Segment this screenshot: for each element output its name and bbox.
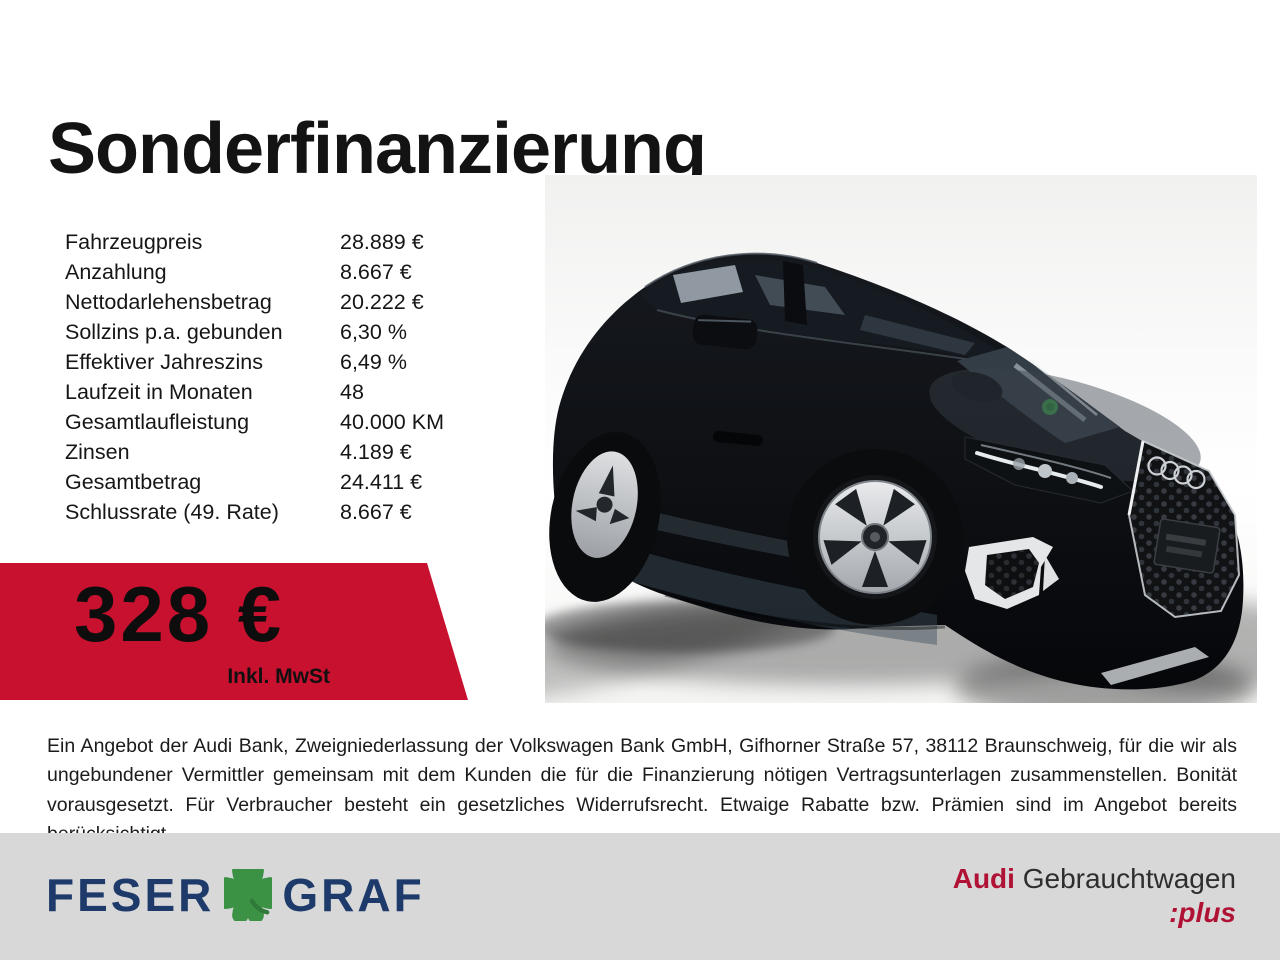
audi-rings-icon	[1147, 456, 1206, 490]
footer-bar: FESER GRAF Audi Gebrauchtwagen :plus	[0, 833, 1280, 960]
dealer-word-right: GRAF	[282, 869, 425, 921]
row-value: 8.667 €	[340, 259, 412, 284]
table-row: Laufzeit in Monaten 48	[65, 377, 515, 407]
row-label: Nettodarlehensbetrag	[65, 289, 272, 314]
dealer-logo: FESER GRAF	[46, 869, 425, 921]
brand-block: Audi Gebrauchtwagen :plus	[953, 863, 1236, 929]
hood-highlight	[929, 368, 1201, 482]
table-row: Nettodarlehensbetrag 20.222 €	[65, 287, 515, 317]
side-windows	[640, 259, 1013, 367]
headlight	[964, 436, 1134, 504]
row-value: 8.667 €	[340, 499, 412, 524]
vat-note: Inkl. MwSt	[227, 665, 330, 688]
row-value: 20.222 €	[340, 289, 424, 314]
table-row: Zinsen 4.189 €	[65, 437, 515, 467]
table-row: Gesamtbetrag 24.411 €	[65, 467, 515, 497]
legal-disclaimer: Ein Angebot der Audi Bank, Zweigniederla…	[47, 734, 1237, 846]
windshield	[957, 347, 1120, 443]
row-value: 4.189 €	[340, 439, 412, 464]
monthly-rate: 328 €	[74, 570, 285, 658]
table-row: Fahrzeugpreis 28.889 €	[65, 227, 515, 257]
clover-icon	[224, 869, 273, 921]
front-wheel	[787, 449, 963, 625]
table-row: Effektiver Jahreszins 6,49 %	[65, 347, 515, 377]
row-value: 40.000 KM	[340, 409, 444, 434]
row-label: Zinsen	[65, 439, 130, 464]
row-label: Anzahlung	[65, 259, 167, 284]
row-label: Gesamtlaufleistung	[65, 409, 250, 434]
row-label: Gesamtbetrag	[65, 469, 202, 494]
brand-audi: Audi	[952, 863, 1015, 894]
vehicle-photo	[545, 175, 1257, 703]
table-row: Anzahlung 8.667 €	[65, 257, 515, 287]
license-plate-holder	[1153, 518, 1221, 574]
bumper-intake	[965, 537, 1059, 609]
row-value: 28.889 €	[340, 229, 424, 254]
dealer-word-left: FESER	[46, 869, 215, 921]
front-splitter	[1101, 647, 1209, 685]
price-banner: 328 € Inkl. MwSt	[0, 563, 468, 700]
row-value: 48	[340, 379, 364, 404]
table-row: Schlussrate (49. Rate) 8.667 €	[65, 497, 515, 527]
row-label: Schlussrate (49. Rate)	[65, 499, 279, 524]
brand-line: Audi Gebrauchtwagen	[953, 863, 1236, 895]
row-label: Laufzeit in Monaten	[65, 379, 253, 404]
brand-plus: :plus	[1169, 897, 1236, 929]
car-illustration	[545, 175, 1257, 703]
finance-table: Fahrzeugpreis 28.889 € Anzahlung 8.667 € N…	[65, 227, 515, 527]
row-value: 6,49 %	[340, 349, 407, 374]
row-label: Sollzins p.a. gebunden	[65, 319, 283, 344]
side-mirror	[692, 314, 1003, 403]
row-value: 6,30 %	[340, 319, 407, 344]
table-row: Sollzins p.a. gebunden 6,30 %	[65, 317, 515, 347]
row-label: Fahrzeugpreis	[65, 229, 203, 254]
row-label: Effektiver Jahreszins	[65, 349, 263, 374]
rear-wheel	[549, 432, 661, 602]
front-grille	[1127, 439, 1241, 619]
brand-suffix: Gebrauchtwagen	[1014, 863, 1236, 894]
table-row: Gesamtlaufleistung 40.000 KM	[65, 407, 515, 437]
row-value: 24.411 €	[340, 469, 423, 494]
